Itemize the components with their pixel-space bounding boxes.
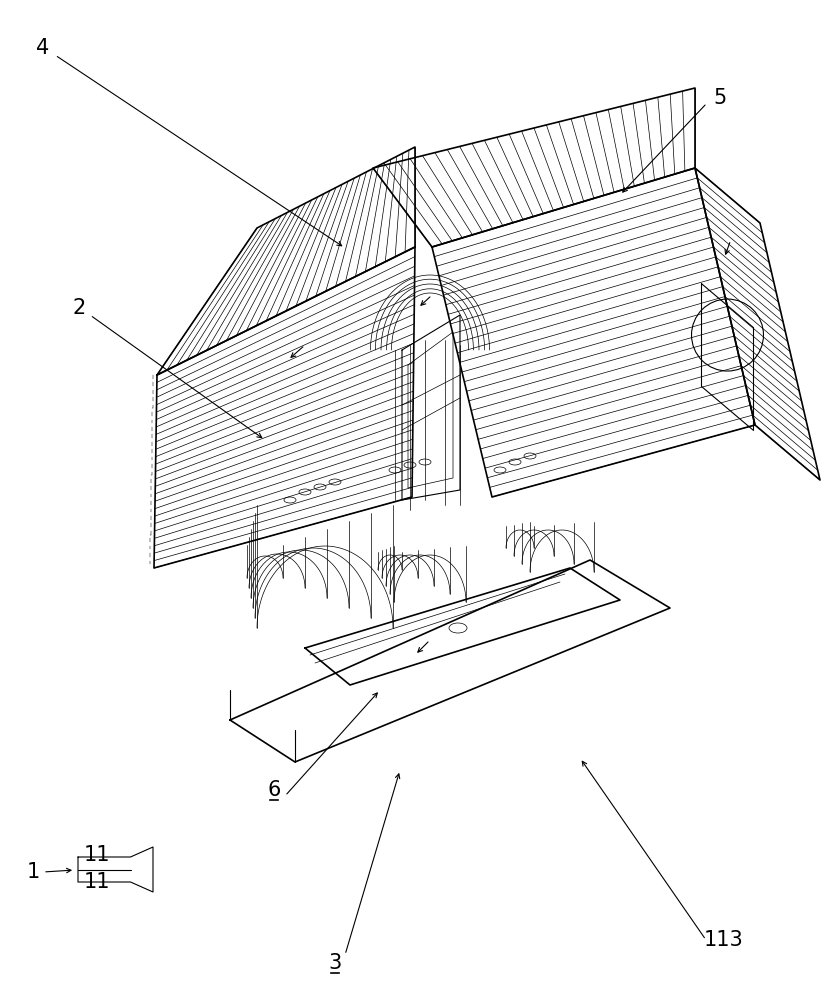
Text: 3: 3 — [329, 953, 342, 973]
Text: 1: 1 — [27, 862, 40, 882]
Text: 113: 113 — [704, 930, 744, 950]
Text: 5: 5 — [713, 88, 726, 108]
Text: 6: 6 — [267, 780, 281, 800]
Text: 4: 4 — [37, 38, 50, 58]
Text: 11: 11 — [84, 845, 110, 865]
Text: 2: 2 — [72, 298, 85, 318]
Text: 11: 11 — [84, 872, 110, 892]
